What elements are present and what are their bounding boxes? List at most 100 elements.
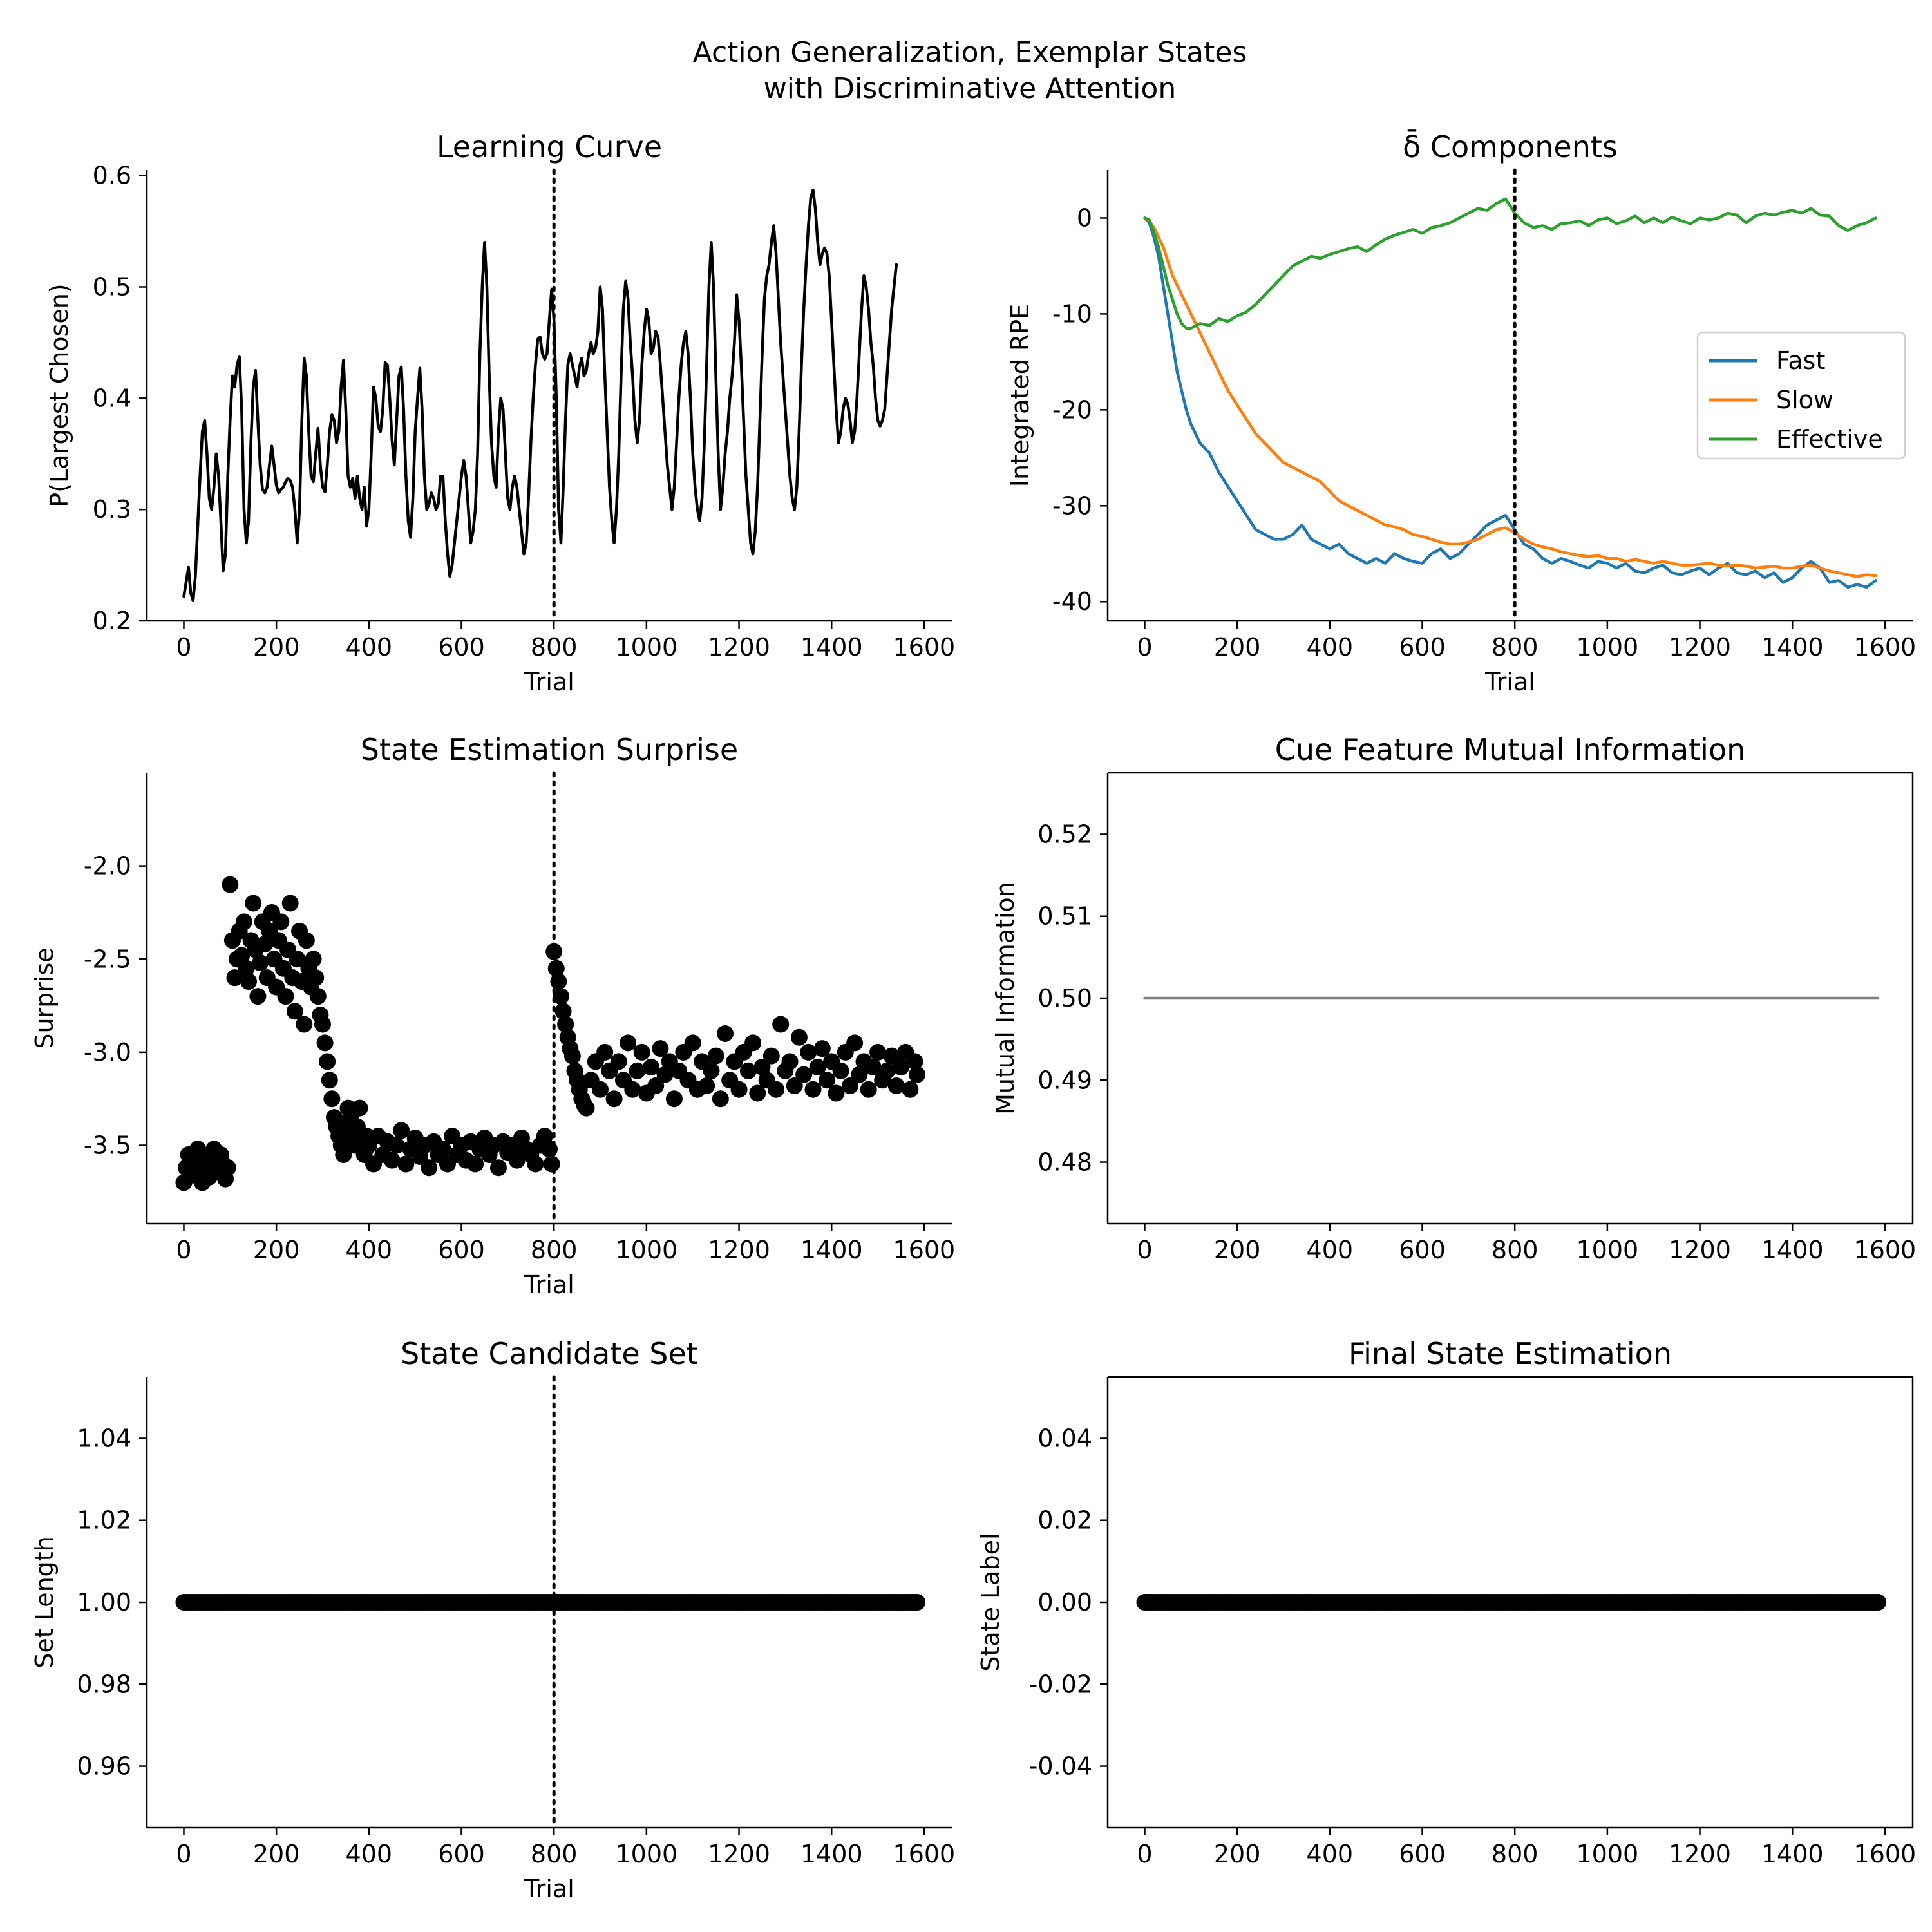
x-tick-label: 400 (346, 633, 393, 661)
y-tick-label: 0.48 (1037, 1148, 1092, 1177)
series-line-effective (1143, 197, 1877, 330)
panel-title: State Estimation Surprise (361, 732, 738, 767)
x-tick-label: 600 (438, 633, 485, 661)
scatter-point (277, 988, 294, 1005)
scatter-point (633, 1043, 650, 1061)
y-tick-label: 0.02 (1037, 1506, 1092, 1535)
scatter-point (240, 972, 258, 990)
y-tick-label: 0.49 (1037, 1066, 1092, 1094)
x-tick-label: 1000 (616, 633, 678, 661)
scatter-point (832, 1062, 849, 1079)
y-tick-label: 0.98 (77, 1670, 131, 1698)
subplot-grid: 0 200 400 600 800 1000 1200 1400 1600 0.2 0.3 0.4 0.… (30, 129, 1917, 1903)
scatter-point (557, 1016, 574, 1033)
x-tick-label: 600 (438, 1236, 485, 1264)
x-tick-label: 1600 (893, 633, 956, 661)
scatter-point (335, 1146, 352, 1163)
scatter-point (596, 1043, 614, 1061)
x-tick-label: 400 (1307, 633, 1354, 661)
scatter-point (578, 1099, 595, 1117)
scatter-point (592, 1081, 609, 1098)
x-tick-label: 600 (1399, 633, 1446, 661)
scatter-point (547, 960, 565, 977)
scatter-point (790, 1028, 808, 1046)
scatter-point (753, 1059, 771, 1076)
x-tick-label: 800 (1492, 1236, 1539, 1264)
x-tick-label: 600 (1399, 1840, 1446, 1868)
y-tick-label: 1.04 (77, 1424, 131, 1452)
legend: Fast Slow Effective (1696, 331, 1906, 460)
x-axis-label: Trial (524, 1271, 574, 1299)
scatter-point (289, 951, 306, 968)
x-tick-label: 1200 (708, 633, 770, 661)
scatter-point (883, 1047, 900, 1065)
scatter-point (851, 1066, 868, 1083)
x-tick-label: 800 (531, 1840, 578, 1868)
scatter-point (643, 1059, 660, 1076)
x-tick-label: 800 (1492, 633, 1539, 661)
scatter-point (550, 972, 567, 990)
x-tick-label: 1400 (800, 633, 863, 661)
scatter-point (712, 1090, 729, 1108)
y-axis-label: State Label (976, 1533, 1005, 1671)
y-tick-label: 0.6 (93, 162, 131, 190)
scatter-point (684, 1034, 701, 1052)
scatter-point (739, 1062, 757, 1079)
x-tick-label: 0 (1137, 1840, 1152, 1868)
legend-label-fast: Fast (1776, 346, 1825, 375)
x-tick-label: 800 (531, 1236, 578, 1264)
panel-title: Learning Curve (437, 129, 662, 164)
x-tick-label: 200 (1214, 1840, 1261, 1868)
x-tick-label: 200 (253, 1236, 300, 1264)
panel-learning_curve: 0 200 400 600 800 1000 1200 1400 1600 0.2 0.3 0.4 0.… (45, 129, 955, 696)
x-tick-label: 1200 (708, 1840, 770, 1868)
x-tick-label: 0 (176, 633, 191, 661)
panel-title: State Candidate Set (401, 1336, 698, 1371)
scatter-point (800, 1043, 817, 1061)
scatter-point (656, 1066, 674, 1083)
scatter-point (828, 1084, 845, 1102)
x-tick-label: 400 (346, 1236, 393, 1264)
plot-area (1136, 1594, 1887, 1611)
x-tick-label: 800 (531, 633, 578, 661)
scatter-point (316, 1034, 334, 1052)
x-tick-label: 1000 (616, 1236, 678, 1264)
scatter-point (489, 1159, 507, 1177)
scatter-point (319, 1053, 336, 1070)
scatter-point (238, 960, 255, 977)
scatter-point (749, 1084, 766, 1102)
scatter-point (652, 1040, 669, 1057)
scatter-point (323, 1090, 341, 1108)
scatter-point (624, 1081, 641, 1098)
panel-title: Final State Estimation (1349, 1336, 1672, 1371)
scatter-point (703, 1062, 720, 1079)
x-tick-label: 0 (1137, 1236, 1152, 1264)
scatter-point (272, 913, 290, 931)
scatter-point (716, 1025, 734, 1042)
scatter-point (298, 932, 315, 949)
y-tick-label: 0.52 (1037, 820, 1092, 848)
scatter-point (786, 1077, 803, 1094)
scatter-point (536, 1128, 553, 1145)
x-tick-label: 1600 (1854, 633, 1917, 661)
x-tick-label: 1000 (1577, 1840, 1639, 1868)
x-tick-label: 0 (1137, 633, 1152, 661)
scatter-point (281, 895, 299, 912)
x-tick-label: 1600 (1854, 1840, 1917, 1868)
x-tick-label: 200 (253, 1840, 300, 1868)
scatter-point (878, 1062, 896, 1079)
scatter-point (744, 1034, 762, 1052)
y-axis-label: Set Length (30, 1536, 59, 1669)
legend-frame (1696, 331, 1906, 460)
scatter-point (1870, 1594, 1887, 1611)
scatter-point (629, 1062, 646, 1079)
scatter-point (222, 876, 239, 893)
y-tick-label: -3.0 (84, 1038, 131, 1066)
x-tick-label: 1400 (800, 1840, 863, 1868)
y-tick-label: 0.50 (1037, 984, 1092, 1012)
plot-area (175, 1594, 926, 1611)
x-axis-label: Trial (524, 1875, 574, 1903)
x-tick-label: 400 (1307, 1236, 1354, 1264)
x-tick-label: 400 (1307, 1840, 1354, 1868)
